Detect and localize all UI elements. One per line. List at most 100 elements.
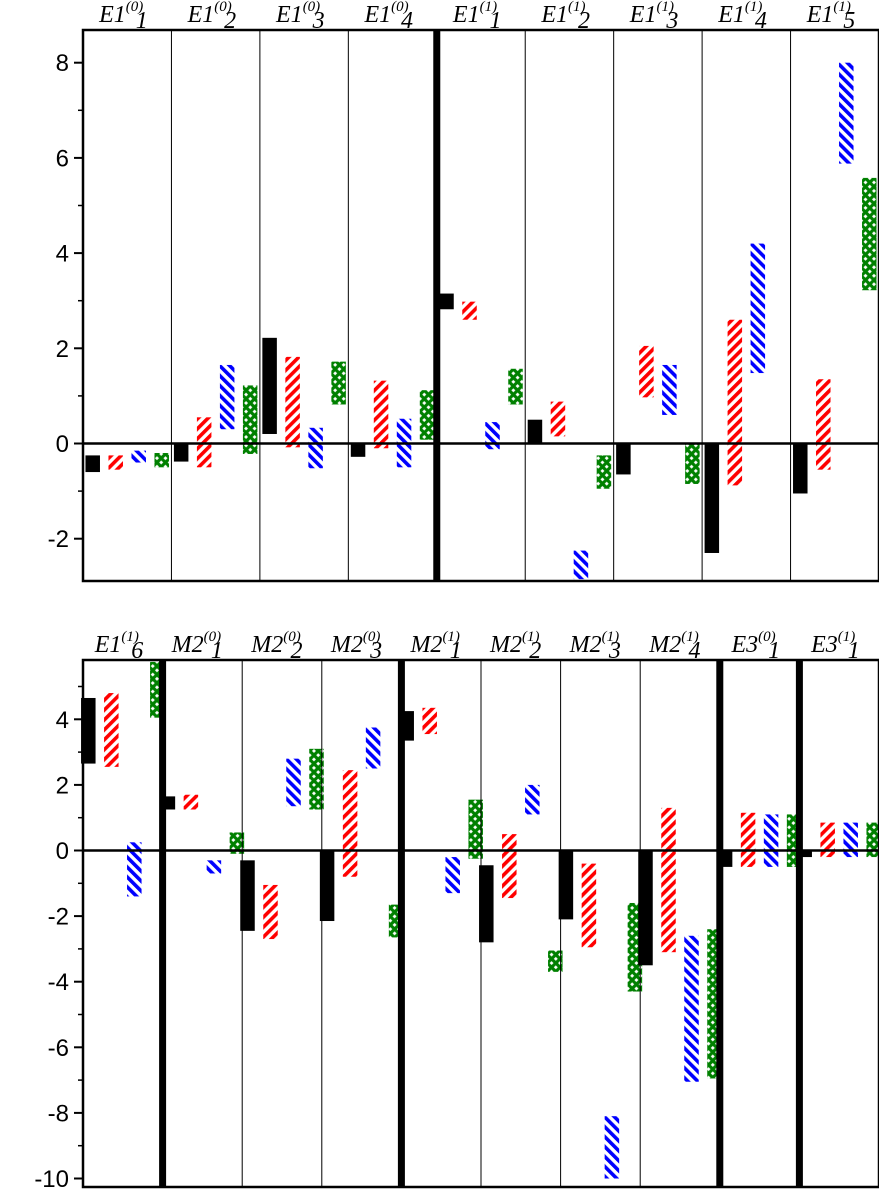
bar-e101-series-2 [108, 455, 123, 470]
column-label-e104: E1(0) [363, 0, 408, 28]
column-label-e311: E3(1) [810, 629, 855, 658]
bar-m214-series-2 [661, 807, 676, 953]
bar-e102-series-3 [219, 364, 235, 430]
column-label-subscript: 4 [689, 638, 701, 664]
column-label-e112: E1(1) [540, 0, 585, 28]
bar-m201-series-4 [229, 832, 245, 854]
column-label-subscript: 3 [608, 638, 621, 664]
bar-m202-series-3 [286, 758, 301, 807]
bar-m213-series-3 [604, 1116, 620, 1179]
y-tick-label: 0 [56, 838, 69, 865]
column-label-e114: E1(1) [717, 0, 762, 28]
bar-e114-series-3 [750, 243, 766, 374]
column-label-subscript: 2 [578, 8, 590, 34]
column-label-m214: M2(1) [648, 629, 699, 658]
column-label-e301: E3(0) [731, 629, 776, 658]
bar-m203-series-3 [365, 727, 381, 769]
bar-e116-series-2 [104, 693, 119, 767]
bar-m203-series-1 [319, 850, 335, 922]
column-label-subscript: 3 [369, 638, 382, 664]
bar-e111-series-4 [508, 368, 523, 405]
column-label-subscript: 2 [224, 8, 236, 34]
bar-m202-series-2 [263, 884, 278, 940]
bar-m213-series-2 [581, 863, 597, 948]
plot-frame [81, 28, 879, 583]
y-tick-label: -2 [48, 904, 69, 931]
bar-m201-series-3 [206, 860, 222, 874]
y-tick-label: 0 [56, 431, 69, 458]
bar-e114-series-1 [704, 443, 720, 553]
column-label-subscript: 1 [848, 638, 860, 664]
bar-e111-series-2 [462, 301, 477, 320]
bar-e114-series-2 [727, 319, 743, 486]
bar-e311-series-1 [797, 850, 812, 858]
column-label-e111: E1(1) [452, 0, 497, 28]
column-label-subscript: 2 [529, 638, 541, 664]
bar-e104-series-2 [373, 380, 389, 449]
bar-m212-series-4 [548, 950, 563, 972]
bar-e103-series-1 [262, 337, 277, 434]
column-label-m201: M2(0) [171, 629, 222, 658]
bar-e104-series-1 [350, 443, 366, 457]
bar-m212-series-1 [479, 865, 494, 943]
bar-e101-series-3 [131, 450, 146, 463]
bar-e116-series-1 [81, 697, 96, 764]
column-label-subscript: 2 [291, 638, 303, 664]
bar-e103-series-2 [285, 356, 300, 448]
bar-e101-series-4 [154, 453, 169, 468]
y-tick-label: -6 [48, 1035, 69, 1062]
bar-e112-series-4 [596, 455, 612, 489]
column-label-subscript: 6 [131, 638, 143, 664]
y-tick-label: -2 [48, 526, 69, 553]
y-tick-label: -8 [48, 1100, 69, 1127]
column-label-e116: E1(1) [94, 629, 139, 658]
bar-e112-series-3 [573, 550, 589, 580]
y-tick-label: -10 [34, 1166, 69, 1193]
bar-m213-series-1 [558, 850, 574, 920]
bar-e102-series-1 [173, 443, 189, 462]
bar-m212-series-2 [502, 834, 517, 899]
y-tick-label: 2 [56, 772, 69, 799]
column-label-subscript: 1 [490, 8, 502, 34]
bar-m214-series-1 [638, 850, 653, 966]
column-label-m202: M2(0) [250, 629, 301, 658]
column-label-e115: E1(1) [806, 0, 851, 28]
column-label-e103: E1(0) [275, 0, 320, 28]
bar-e111-series-3 [485, 422, 500, 450]
column-label-m203: M2(0) [330, 629, 381, 658]
plot-frame [81, 658, 879, 1189]
bar-e301-series-3 [763, 814, 779, 867]
bar-m202-series-1 [240, 860, 255, 931]
bar-e104-series-4 [419, 390, 435, 440]
column-label-subscript: 3 [312, 8, 325, 34]
bar-e103-series-4 [331, 361, 346, 405]
bar-e113-series-3 [662, 364, 677, 415]
column-label-subscript: 1 [450, 638, 462, 664]
column-label-subscript: 1 [136, 8, 148, 34]
y-tick-label: -4 [48, 969, 69, 996]
bar-m203-series-2 [342, 770, 358, 877]
bar-e111-series-1 [439, 293, 454, 310]
bar-e102-series-4 [242, 385, 258, 454]
column-label-m211: M2(1) [409, 629, 460, 658]
bar-m212-series-3 [525, 784, 540, 815]
y-tick-label: 4 [56, 241, 69, 268]
bar-m201-series-2 [183, 794, 199, 810]
y-tick-label: 8 [56, 50, 69, 77]
bar-e311-series-4 [866, 822, 879, 858]
column-label-subscript: 4 [401, 8, 413, 34]
bar-e311-series-3 [843, 822, 858, 858]
column-label-e101: E1(0) [98, 0, 143, 28]
y-tick-label: 2 [56, 336, 69, 363]
bar-e115-series-1 [793, 443, 808, 494]
bar-e115-series-4 [862, 177, 877, 291]
column-label-subscript: 1 [768, 638, 780, 664]
bar-e113-series-1 [616, 443, 631, 475]
bar-e301-series-2 [740, 812, 756, 867]
y-tick-label: 6 [56, 145, 69, 172]
bar-e115-series-2 [816, 379, 831, 470]
column-label-e113: E1(1) [629, 0, 674, 28]
column-label-subscript: 4 [755, 8, 767, 34]
